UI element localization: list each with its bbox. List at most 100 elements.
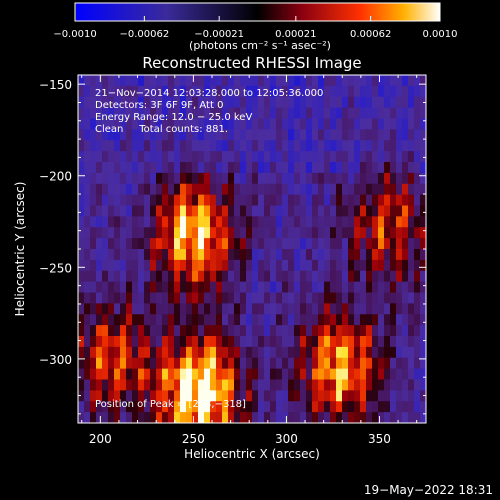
heatmap-cell — [378, 281, 385, 294]
heatmap-cell — [216, 227, 223, 239]
heatmap-cell — [318, 216, 325, 228]
heatmap-cell — [294, 140, 301, 152]
heatmap-cell — [222, 401, 229, 413]
heatmap-cell — [318, 325, 325, 337]
heatmap-cell — [246, 216, 253, 228]
heatmap-cell — [294, 336, 301, 348]
heatmap-cell — [258, 259, 265, 272]
heatmap-cell — [378, 172, 385, 185]
heatmap-cell — [216, 194, 223, 207]
colorbar-tick-label: −0.0010 — [53, 29, 96, 40]
heatmap-cell — [324, 325, 331, 337]
heatmap-cell — [306, 390, 313, 402]
heatmap-cell — [228, 379, 235, 391]
heatmap-cell — [126, 205, 133, 217]
heatmap-cell — [324, 303, 331, 315]
heatmap-cell — [258, 379, 265, 391]
heatmap-cell — [126, 325, 133, 337]
heatmap-cell — [270, 107, 277, 120]
heatmap-cell — [126, 162, 133, 174]
heatmap-cell — [126, 390, 133, 402]
heatmap-cell — [402, 129, 409, 141]
heatmap-cell — [390, 270, 397, 283]
heatmap-cell — [102, 183, 109, 196]
heatmap-cell — [378, 357, 385, 370]
heatmap-cell — [324, 118, 331, 130]
heatmap-cell — [366, 227, 373, 239]
heatmap-cell — [408, 357, 415, 370]
heatmap-cell — [120, 303, 127, 315]
heatmap-cell — [156, 249, 163, 261]
heatmap-cell — [228, 314, 235, 326]
heatmap-cell — [186, 249, 193, 261]
heatmap-cell — [156, 96, 163, 109]
colorbar-tick-label: 0.00021 — [275, 29, 316, 40]
heatmap-cell — [312, 325, 319, 337]
heatmap-cell — [348, 390, 355, 402]
heatmap-cell — [126, 346, 133, 359]
heatmap-cell — [84, 107, 91, 120]
heatmap-cell — [102, 227, 109, 239]
heatmap-cell — [246, 401, 253, 413]
heatmap-cell — [114, 325, 121, 337]
heatmap-cell — [162, 249, 169, 261]
heatmap-cell — [192, 314, 199, 326]
heatmap-cell — [294, 259, 301, 272]
heatmap-cell — [186, 205, 193, 217]
heatmap-cell — [186, 85, 193, 98]
heatmap-cell — [96, 303, 103, 315]
heatmap-cell — [366, 303, 373, 315]
heatmap-cell — [168, 281, 175, 294]
heatmap-cell — [372, 357, 379, 370]
y-axis-label: Heliocentric Y (arcsec) — [13, 182, 27, 317]
heatmap-cell — [204, 281, 211, 294]
heatmap-cell — [390, 379, 397, 391]
heatmap-cell — [372, 346, 379, 359]
x-axis-label: Heliocentric X (arcsec) — [184, 447, 320, 461]
heatmap-cell — [318, 129, 325, 141]
heatmap-cell — [270, 227, 277, 239]
heatmap-cell — [390, 238, 397, 250]
heatmap-cell — [348, 194, 355, 207]
heatmap-cell — [138, 172, 145, 185]
heatmap-cell — [252, 151, 259, 163]
heatmap-cell — [288, 270, 295, 283]
heatmap-cell — [204, 151, 211, 163]
heatmap-cell — [132, 118, 139, 130]
heatmap-cell — [126, 303, 133, 315]
heatmap-cell — [402, 172, 409, 185]
heatmap-cell — [126, 194, 133, 207]
heatmap-cell — [276, 292, 283, 304]
heatmap-cell — [342, 129, 349, 141]
heatmap-cell — [420, 140, 426, 152]
heatmap-cell — [198, 151, 205, 163]
heatmap-cell — [114, 194, 121, 207]
heatmap-cell — [192, 379, 199, 391]
heatmap-cell — [144, 162, 151, 174]
heatmap-cell — [342, 151, 349, 163]
heatmap-cell — [306, 75, 313, 87]
heatmap-cell — [162, 368, 169, 381]
heatmap-cell — [306, 281, 313, 294]
heatmap-cell — [348, 281, 355, 294]
heatmap-cell — [336, 412, 343, 423]
heatmap-cell — [294, 303, 301, 315]
heatmap-cell — [114, 75, 121, 87]
heatmap-cell — [408, 140, 415, 152]
heatmap-cell — [168, 227, 175, 239]
heatmap-cell — [330, 85, 337, 98]
heatmap-cell — [192, 401, 199, 413]
heatmap-cell — [270, 85, 277, 98]
heatmap-cell — [366, 194, 373, 207]
heatmap-cell — [288, 162, 295, 174]
heatmap-cell — [216, 314, 223, 326]
heatmap-cell — [330, 325, 337, 337]
heatmap-cell — [354, 107, 361, 120]
heatmap-cell — [78, 292, 85, 304]
heatmap-cell — [150, 281, 157, 294]
heatmap-cell — [216, 140, 223, 152]
heatmap-cell — [408, 118, 415, 130]
heatmap-cell — [246, 412, 253, 423]
heatmap-cell — [408, 129, 415, 141]
